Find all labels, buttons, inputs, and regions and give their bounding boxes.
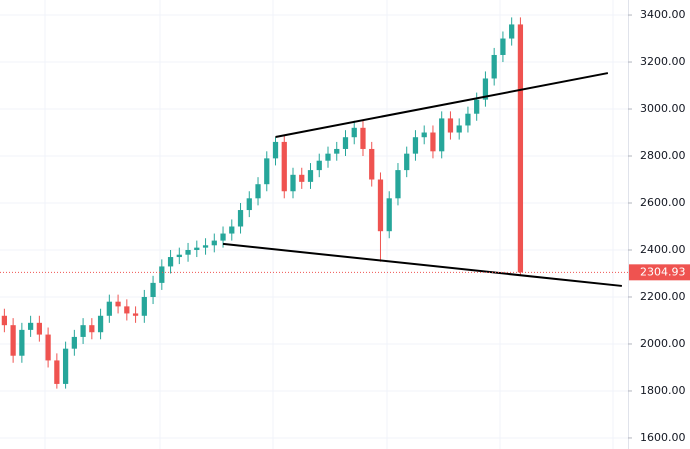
candle-body — [482, 78, 489, 100]
candle-body — [115, 301, 121, 307]
candle-body — [220, 233, 226, 241]
y-tick-label: 2000.00 — [640, 337, 686, 350]
candle-body — [281, 141, 287, 192]
candle-body — [404, 153, 410, 171]
candle-body — [395, 170, 401, 199]
candle-body — [27, 322, 34, 330]
candle-body — [246, 198, 252, 211]
candle-body — [509, 24, 515, 39]
candle-body — [342, 137, 349, 149]
candle-body — [500, 38, 506, 55]
last-price-label: 2304.93 — [640, 265, 686, 278]
candle-body — [159, 266, 165, 283]
candle-body — [167, 257, 174, 267]
candle-body — [456, 125, 462, 133]
candle-body — [316, 160, 322, 171]
candle-body — [229, 226, 235, 234]
y-tick-label: 1600.00 — [640, 431, 686, 444]
candle-body — [491, 54, 497, 79]
candle-body — [325, 153, 331, 161]
candle-body — [255, 184, 261, 199]
candle-body — [1, 315, 7, 326]
candle-body — [430, 132, 436, 152]
candle-body — [439, 118, 445, 152]
candle-body — [290, 174, 296, 192]
candle-body — [141, 296, 147, 316]
candle-body — [176, 254, 182, 258]
y-tick-label: 2600.00 — [640, 196, 686, 209]
candle-body — [89, 325, 95, 333]
y-tick-label: 1800.00 — [640, 384, 686, 397]
candle-body — [474, 99, 480, 114]
candle-body — [351, 127, 357, 138]
y-tick-label: 2200.00 — [640, 290, 686, 303]
candle-body — [299, 174, 305, 182]
candle-body — [360, 127, 366, 149]
last-price-box — [629, 264, 690, 281]
vertical-grid — [44, 0, 614, 449]
candle-body — [36, 322, 42, 335]
candle-body — [54, 360, 60, 384]
candle-body — [71, 336, 77, 349]
y-tick-label: 3000.00 — [640, 102, 686, 115]
candle-body — [377, 179, 384, 232]
candle-body — [465, 113, 471, 126]
candle-body — [272, 141, 279, 159]
candle-body — [185, 249, 191, 255]
candle-body — [211, 240, 217, 246]
trend-line — [275, 72, 609, 138]
y-tick-label: 3200.00 — [640, 55, 686, 68]
candle-body — [517, 24, 524, 273]
candle-body — [97, 315, 104, 333]
candle-body — [80, 325, 86, 337]
candle-body — [334, 148, 340, 154]
trend-line — [222, 242, 622, 287]
y-tick-label: 2800.00 — [640, 149, 686, 162]
candle-body — [150, 282, 156, 297]
candle-body — [62, 348, 69, 384]
candle-body — [132, 313, 139, 316]
candle-body — [106, 301, 112, 316]
y-tick-label: 3400.00 — [640, 8, 686, 21]
candle-body — [447, 118, 454, 133]
candle-body — [421, 132, 427, 138]
candle-body — [412, 137, 419, 154]
candle-body — [369, 148, 375, 180]
candle-body — [10, 325, 16, 356]
candle-body — [194, 247, 200, 250]
candle-body — [124, 306, 130, 314]
candle-body — [307, 170, 314, 182]
candle-body — [264, 158, 270, 185]
candle-body — [386, 198, 392, 232]
candle-body — [202, 245, 209, 248]
y-tick-label: 2400.00 — [640, 243, 686, 256]
candle-body — [19, 329, 25, 356]
candle-body — [237, 210, 244, 227]
candle-body — [45, 334, 51, 361]
